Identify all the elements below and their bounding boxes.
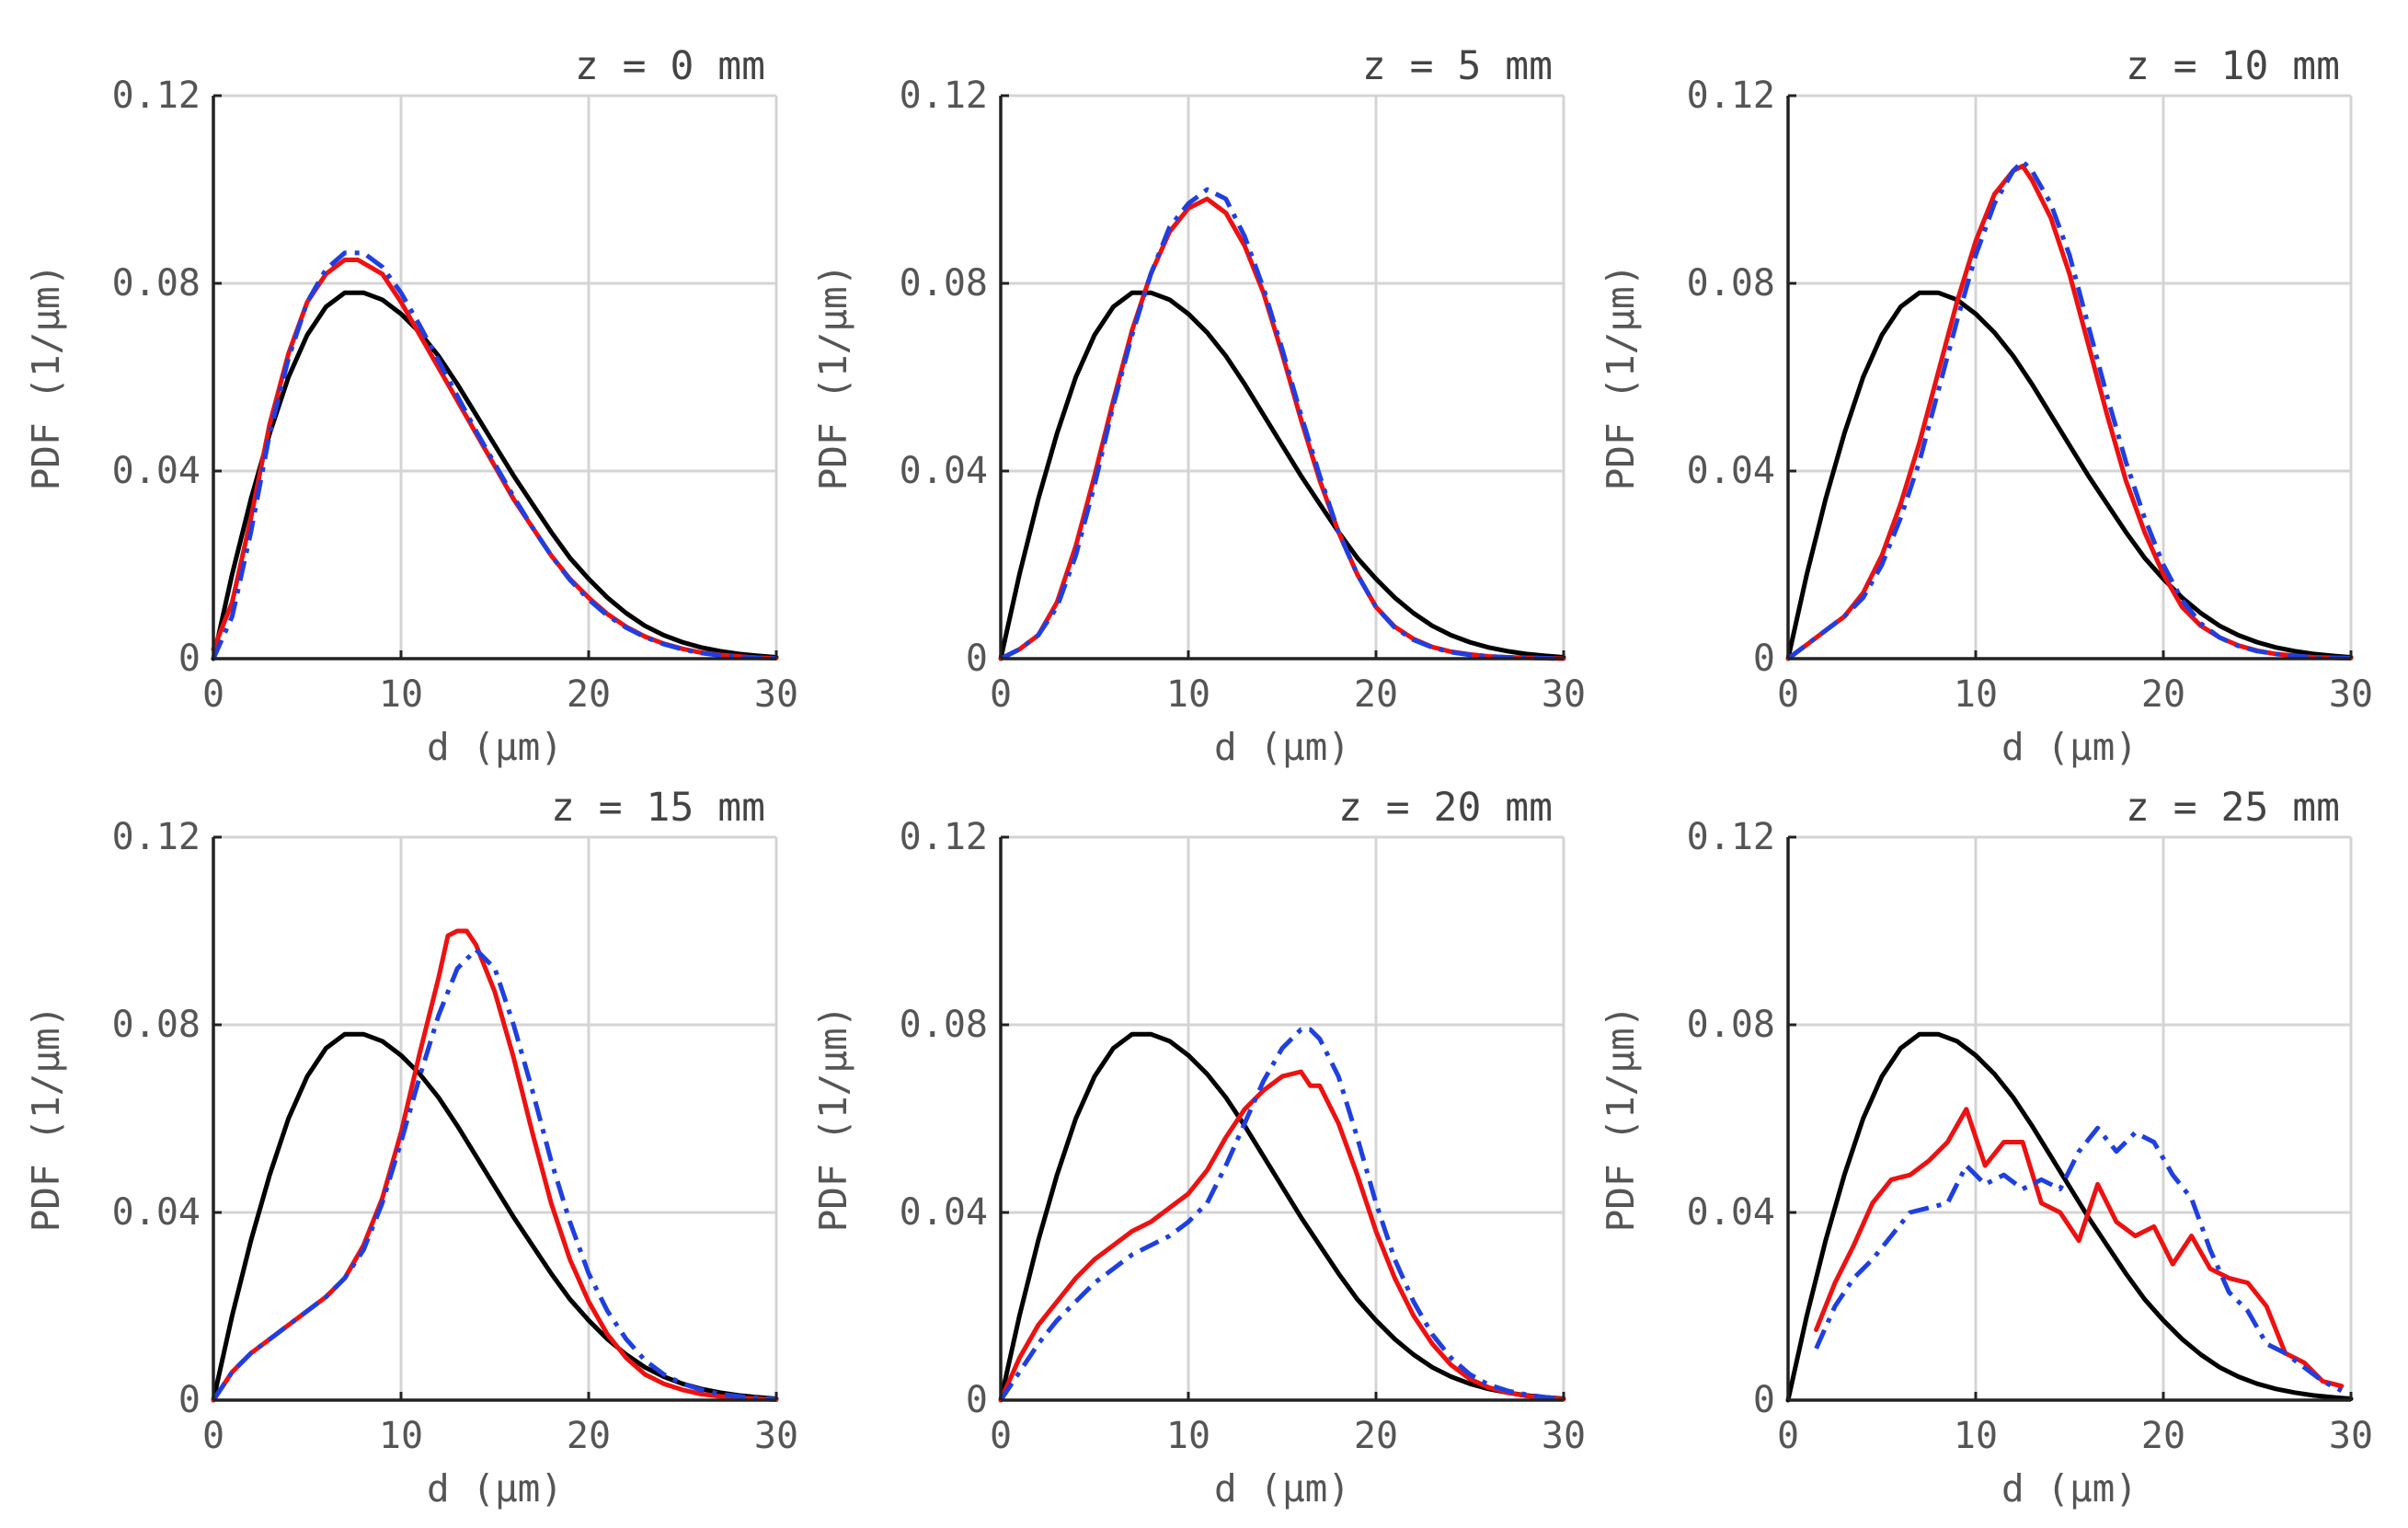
y-axis-title: PDF (1/µm) bbox=[811, 264, 855, 491]
x-tick-label: 10 bbox=[379, 673, 423, 716]
y-tick-label: 0.04 bbox=[900, 1191, 988, 1234]
series-line-reference bbox=[998, 1031, 1566, 1403]
y-tick-label: 0 bbox=[1753, 1379, 1775, 1421]
x-tick-label: 20 bbox=[2141, 1415, 2185, 1457]
x-tick-label: 0 bbox=[202, 1415, 224, 1457]
chart-panel-3: 0 10 20 30 0 0.04 0.08 0.12 d (µm) PDF (1/µm) z = … bbox=[1599, 43, 2373, 769]
series-line-red bbox=[998, 196, 1566, 661]
panel-title: z = 15 mm bbox=[551, 785, 765, 831]
y-tick-label: 0.04 bbox=[112, 450, 201, 492]
x-tick-label: 0 bbox=[1777, 1415, 1799, 1457]
series-line-blue bbox=[1786, 158, 2352, 661]
panel-title: z = 25 mm bbox=[2126, 785, 2340, 831]
series-line-blue bbox=[211, 250, 777, 661]
x-tick-label: 10 bbox=[1954, 673, 1998, 716]
y-tick-label: 0.04 bbox=[112, 1191, 201, 1234]
x-tick-label: 30 bbox=[754, 673, 798, 716]
series-line-reference bbox=[1785, 290, 2354, 661]
y-tick-label: 0.08 bbox=[900, 1004, 988, 1046]
y-tick-label: 0.12 bbox=[1687, 816, 1775, 858]
y-tick-label: 0 bbox=[178, 638, 201, 680]
y-tick-label: 0.12 bbox=[112, 75, 201, 117]
y-tick-label: 0 bbox=[966, 1379, 988, 1421]
y-tick-label: 0.04 bbox=[1687, 450, 1775, 492]
x-axis-title: d (µm) bbox=[427, 1466, 563, 1511]
x-axis-title: d (µm) bbox=[427, 725, 563, 769]
x-tick-label: 30 bbox=[754, 1415, 798, 1457]
y-tick-label: 0.08 bbox=[112, 1004, 201, 1046]
x-tick-label: 20 bbox=[1354, 673, 1398, 716]
series-line-blue bbox=[1814, 1125, 2343, 1394]
series-line-red bbox=[1814, 1107, 2345, 1389]
chart-panel-5: 0 10 20 30 0 0.04 0.08 0.12 d (µm) PDF (1/µm) z = … bbox=[811, 785, 1586, 1511]
x-tick-label: 20 bbox=[567, 673, 611, 716]
y-tick-label: 0 bbox=[966, 638, 988, 680]
y-axis-title: PDF (1/µm) bbox=[24, 1005, 68, 1233]
panel-title: z = 0 mm bbox=[575, 43, 765, 89]
y-tick-label: 0.08 bbox=[1687, 1004, 1775, 1046]
x-tick-label: 30 bbox=[1542, 1415, 1586, 1457]
chart-panel-4: 0 10 20 30 0 0.04 0.08 0.12 d (µm) PDF (1/µm) z = … bbox=[24, 785, 798, 1511]
panel-title: z = 10 mm bbox=[2126, 43, 2340, 89]
series-line-reference bbox=[211, 1031, 779, 1403]
series-line-reference bbox=[1785, 1031, 2354, 1403]
y-tick-label: 0 bbox=[178, 1379, 201, 1421]
x-tick-label: 10 bbox=[1166, 673, 1210, 716]
panel-title: z = 5 mm bbox=[1362, 43, 1553, 89]
y-tick-label: 0.04 bbox=[900, 450, 988, 492]
x-tick-label: 30 bbox=[1542, 673, 1586, 716]
y-tick-label: 0.08 bbox=[112, 262, 201, 304]
x-tick-label: 0 bbox=[1777, 673, 1799, 716]
y-axis-title: PDF (1/µm) bbox=[1599, 264, 1643, 491]
x-tick-label: 20 bbox=[2141, 673, 2185, 716]
y-axis-title: PDF (1/µm) bbox=[811, 1005, 855, 1233]
y-axis-title: PDF (1/µm) bbox=[24, 264, 68, 491]
x-tick-label: 0 bbox=[202, 673, 224, 716]
y-tick-label: 0.04 bbox=[1687, 1191, 1775, 1234]
x-tick-label: 20 bbox=[1354, 1415, 1398, 1457]
chart-panel-1: 0 10 20 30 0 0.04 0.08 0.12 d (µm) PDF (1/µm) z = … bbox=[24, 43, 798, 769]
x-tick-label: 0 bbox=[990, 673, 1012, 716]
series-line-reference bbox=[211, 290, 779, 661]
x-tick-label: 10 bbox=[1166, 1415, 1210, 1457]
series-line-blue bbox=[211, 947, 777, 1402]
y-tick-label: 0 bbox=[1753, 638, 1775, 680]
y-tick-label: 0.12 bbox=[1687, 75, 1775, 117]
y-tick-label: 0.12 bbox=[900, 75, 988, 117]
x-axis-title: d (µm) bbox=[2001, 1466, 2138, 1511]
x-tick-label: 0 bbox=[990, 1415, 1012, 1457]
series-line-red bbox=[211, 258, 779, 661]
x-axis-title: d (µm) bbox=[1214, 1466, 1350, 1511]
x-tick-label: 30 bbox=[2329, 673, 2373, 716]
y-tick-label: 0.08 bbox=[1687, 262, 1775, 304]
y-tick-label: 0.12 bbox=[900, 816, 988, 858]
x-axis-title: d (µm) bbox=[1214, 725, 1350, 769]
x-tick-label: 30 bbox=[2329, 1415, 2373, 1457]
series-line-blue bbox=[998, 1027, 1565, 1402]
x-tick-label: 10 bbox=[1954, 1415, 1998, 1457]
x-tick-label: 20 bbox=[567, 1415, 611, 1457]
y-tick-label: 0.08 bbox=[900, 262, 988, 304]
x-axis-title: d (µm) bbox=[2001, 725, 2138, 769]
y-tick-label: 0.12 bbox=[112, 816, 201, 858]
series-line-red bbox=[998, 1069, 1566, 1403]
chart-panel-6: 0 10 20 30 0 0.04 0.08 0.12 d (µm) PDF (1/µm) z = … bbox=[1599, 785, 2373, 1511]
series-line-reference bbox=[998, 290, 1566, 661]
panel-title: z = 20 mm bbox=[1338, 785, 1553, 831]
series-line-blue bbox=[999, 187, 1565, 661]
chart-panel-2: 0 10 20 30 0 0.04 0.08 0.12 d (µm) PDF (1/µm) z = … bbox=[811, 43, 1586, 769]
series-line-red bbox=[211, 928, 779, 1403]
x-tick-label: 10 bbox=[379, 1415, 423, 1457]
y-axis-title: PDF (1/µm) bbox=[1599, 1005, 1643, 1233]
